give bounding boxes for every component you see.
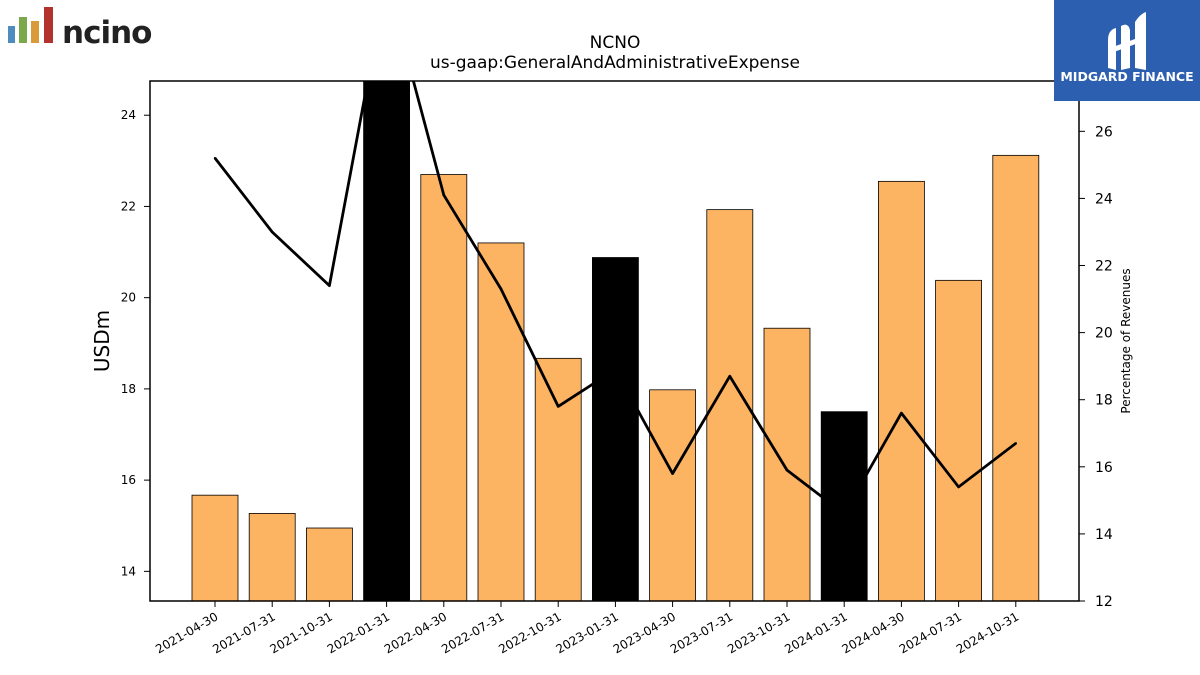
line-point-2022-07-31 bbox=[499, 287, 503, 291]
bar-series bbox=[191, 81, 1040, 601]
right-axis-ticks: 12 14 16 18 20 22 24 26 bbox=[1079, 124, 1113, 610]
y-tick-label: 20 bbox=[121, 291, 136, 305]
left-axis-ticks: 14 16 18 20 22 24 bbox=[121, 108, 150, 578]
x-tick-label: 2022-07-31 bbox=[439, 609, 506, 656]
x-tick-label: 2021-10-31 bbox=[267, 609, 334, 656]
ncino-logo-bar-3 bbox=[31, 21, 39, 43]
bar-2021-07-31 bbox=[248, 513, 296, 601]
midgard-logo-text: MIDGARD FINANCE bbox=[1060, 69, 1193, 84]
line-point-2024-01-31 bbox=[843, 512, 846, 515]
x-tick-label: 2024-07-31 bbox=[897, 609, 964, 656]
line-point-2021-10-31 bbox=[328, 284, 331, 287]
line-point-2023-07-31 bbox=[728, 375, 731, 378]
y2-axis-label: Percentage of Revenues bbox=[1119, 268, 1133, 413]
bar-2024-10-31 bbox=[992, 154, 1040, 601]
y2-tick-label: 26 bbox=[1095, 124, 1113, 140]
ncino-logo-bar-4 bbox=[44, 7, 53, 43]
y2-tick-label: 22 bbox=[1095, 259, 1113, 275]
bar-2024-07-31 bbox=[935, 279, 982, 601]
bar-2022-07-31 bbox=[477, 242, 525, 601]
bar-2021-04-30 bbox=[191, 494, 239, 601]
y-tick-label: 18 bbox=[121, 382, 136, 396]
y2-tick-label: 18 bbox=[1095, 393, 1113, 409]
ncino-logo-bar-1 bbox=[8, 26, 15, 43]
y-tick-label: 24 bbox=[121, 108, 136, 122]
x-tick-label: 2023-01-31 bbox=[553, 609, 620, 656]
y-axis-label: USDm bbox=[90, 310, 114, 372]
x-tick-label: 2024-04-30 bbox=[839, 609, 906, 656]
ncino-logo-text: ncino bbox=[62, 15, 151, 51]
ncino-logo-bar-2 bbox=[19, 17, 27, 43]
line-point-2022-10-31 bbox=[557, 405, 560, 408]
line-point-2024-04-30 bbox=[900, 411, 903, 415]
chart-subtitle: us-gaap:GeneralAndAdministrativeExpense bbox=[430, 53, 800, 73]
line-point-2022-04-30 bbox=[442, 193, 445, 197]
line-point-2023-10-31 bbox=[785, 468, 789, 472]
y2-tick-label: 12 bbox=[1095, 594, 1113, 610]
line-point-2024-10-31 bbox=[1014, 442, 1017, 445]
line-point-2023-01-31 bbox=[614, 368, 617, 371]
x-tick-label: 2024-10-31 bbox=[954, 609, 1021, 656]
y-tick-label: 16 bbox=[121, 473, 136, 487]
bar-2023-10-31 bbox=[763, 327, 811, 601]
bar-2024-04-30 bbox=[878, 180, 925, 601]
ncino-logo: ncino bbox=[8, 7, 152, 51]
x-tick-label: 2023-04-30 bbox=[611, 609, 678, 656]
line-point-2021-07-31 bbox=[271, 230, 274, 234]
bar-2022-04-30 bbox=[420, 174, 468, 601]
y2-tick-label: 14 bbox=[1095, 527, 1113, 543]
x-tick-label: 2021-04-30 bbox=[153, 609, 220, 656]
x-tick-label: 2022-01-31 bbox=[325, 609, 392, 656]
x-tick-label: 2022-10-31 bbox=[496, 609, 563, 656]
midgard-logo-icon bbox=[1108, 12, 1146, 71]
x-tick-label: 2023-10-31 bbox=[725, 609, 792, 656]
bar-2023-04-30 bbox=[649, 389, 696, 601]
y2-tick-label: 16 bbox=[1095, 460, 1113, 476]
y2-tick-label: 20 bbox=[1095, 326, 1113, 342]
y-tick-label: 22 bbox=[121, 199, 136, 213]
line-series bbox=[213, 81, 1017, 516]
y-tick-label: 14 bbox=[121, 564, 136, 578]
plot-frame bbox=[149, 80, 1080, 602]
y2-tick-label: 24 bbox=[1095, 191, 1113, 207]
line-point-2023-04-30 bbox=[671, 472, 674, 475]
line-point-2024-07-31 bbox=[957, 485, 960, 489]
x-tick-label: 2021-07-31 bbox=[210, 609, 277, 656]
bar-2022-10-31 bbox=[534, 357, 582, 601]
bar-2023-01-31 bbox=[592, 257, 639, 601]
line-point-2021-04-30 bbox=[213, 156, 217, 160]
x-tick-label: 2022-04-30 bbox=[382, 609, 449, 656]
midgard-finance-logo: MIDGARD FINANCE bbox=[1054, 0, 1200, 101]
x-axis-ticks: 2021-04-302021-07-312021-10-312022-01-31… bbox=[153, 601, 1021, 656]
x-tick-label: 2024-01-31 bbox=[782, 609, 849, 656]
bar-2023-07-31 bbox=[706, 209, 754, 601]
x-tick-label: 2023-07-31 bbox=[668, 609, 735, 656]
bar-2022-01-31 bbox=[363, 81, 411, 601]
bar-2021-10-31 bbox=[305, 527, 353, 601]
bar-2024-01-31 bbox=[820, 411, 868, 601]
chart-title: NCNO bbox=[590, 33, 641, 53]
